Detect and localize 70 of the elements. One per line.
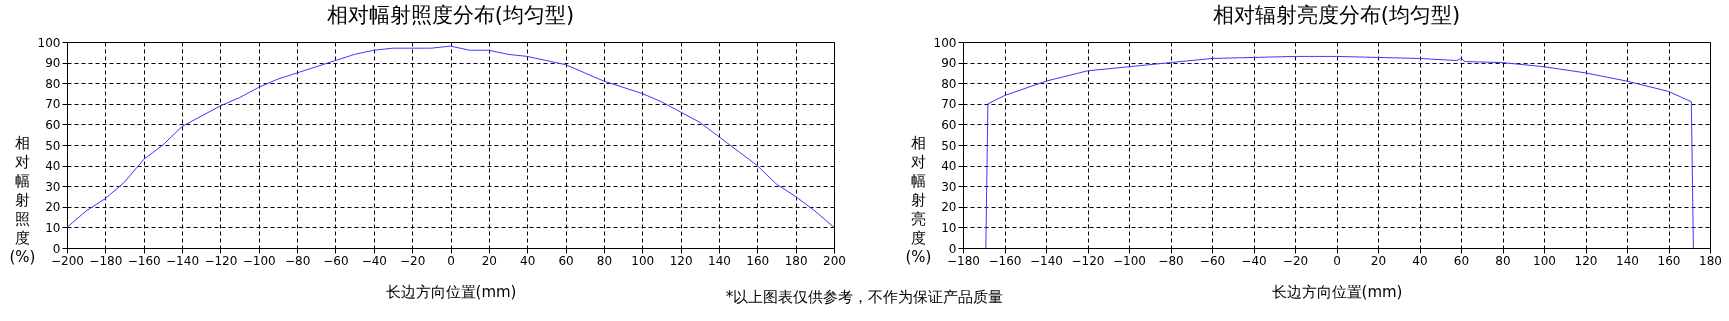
x-tick-label: −120: [204, 253, 238, 268]
y-tick-label: 100: [933, 35, 957, 50]
x-tick-label: −100: [242, 253, 276, 268]
x-tick-label: −160: [988, 253, 1022, 268]
x-tick-label: −40: [1241, 253, 1267, 268]
y-tick-label: 30: [45, 179, 61, 194]
y-tick-label: 60: [941, 117, 957, 132]
x-tick-label: −180: [89, 253, 123, 268]
x-tick-label: −60: [1199, 253, 1226, 268]
y-tick-label: 10: [45, 220, 61, 235]
x-tick-label: 80: [1495, 253, 1511, 268]
y-tick-label: 10: [941, 220, 957, 235]
x-tick-label: −20: [1282, 253, 1309, 268]
chart-title: 相对辐射亮度分布(均匀型): [1212, 3, 1461, 27]
x-tick-label: 100: [631, 253, 655, 268]
x-tick-label: −80: [284, 253, 311, 268]
x-tick-label: 100: [1533, 253, 1556, 268]
y-tick-label: 40: [45, 159, 61, 174]
y-tick-label: 50: [941, 138, 957, 153]
y-tick-label: 80: [45, 76, 61, 91]
x-tick-label: 0: [1333, 253, 1341, 268]
chart-title: 相对幅射照度分布(均匀型): [326, 3, 575, 27]
x-tick-label: 160: [746, 253, 770, 268]
x-tick-label: −140: [166, 253, 200, 268]
x-tick-label: 200: [823, 253, 846, 268]
x-tick-label: 60: [1453, 253, 1470, 268]
x-tick-label: −180: [947, 253, 980, 268]
x-axis-title: 长边方向位置(mm): [385, 282, 517, 301]
x-tick-label: −80: [1158, 253, 1184, 268]
x-tick-label: 40: [1412, 253, 1428, 268]
x-tick-label: 120: [1574, 253, 1598, 268]
x-tick-label: 120: [669, 253, 693, 268]
y-tick-label: 90: [45, 56, 61, 71]
y-tick-label: 0: [948, 241, 957, 256]
x-tick-label: −100: [1113, 253, 1146, 268]
x-tick-label: 180: [1699, 253, 1722, 268]
x-tick-label: −140: [1030, 253, 1063, 268]
y-tick-label: 20: [45, 200, 61, 215]
x-tick-label: −40: [361, 253, 387, 268]
x-tick-label: 80: [596, 253, 613, 268]
x-tick-label: 0: [447, 253, 455, 268]
x-tick-label: −20: [399, 253, 426, 268]
y-tick-label: 20: [941, 200, 957, 215]
y-tick-label: 70: [941, 97, 957, 112]
y-axis-title: 相对幅射照度(%): [9, 133, 36, 266]
y-tick-label: 0: [52, 241, 61, 256]
y-tick-label: 70: [45, 97, 61, 112]
x-tick-label: 140: [1616, 253, 1639, 268]
x-tick-label: 180: [784, 253, 808, 268]
x-tick-label: 160: [1657, 253, 1681, 268]
x-tick-label: 60: [558, 253, 574, 268]
x-tick-label: 140: [708, 253, 731, 268]
line-series: [985, 55, 1694, 249]
x-tick-label: −120: [1071, 253, 1105, 268]
y-axis-title: 相对幅射亮度(%): [905, 133, 932, 266]
x-tick-label: −200: [51, 253, 84, 268]
y-tick-label: 90: [941, 56, 957, 71]
y-tick-label: 60: [45, 117, 61, 132]
x-tick-label: −160: [127, 253, 161, 268]
y-tick-label: 40: [941, 159, 957, 174]
x-tick-label: 40: [520, 253, 536, 268]
y-tick-label: 80: [941, 76, 957, 91]
text: *以上图表仅供参考，不作为保证产品质量: [725, 288, 1004, 306]
x-tick-label: −60: [323, 253, 349, 268]
x-axis-title: 长边方向位置(mm): [1271, 282, 1403, 301]
x-tick-label: 20: [481, 253, 497, 268]
y-tick-label: 30: [941, 179, 957, 194]
x-tick-label: 20: [1370, 253, 1387, 268]
y-tick-label: 100: [37, 35, 61, 50]
y-tick-label: 50: [45, 138, 61, 153]
